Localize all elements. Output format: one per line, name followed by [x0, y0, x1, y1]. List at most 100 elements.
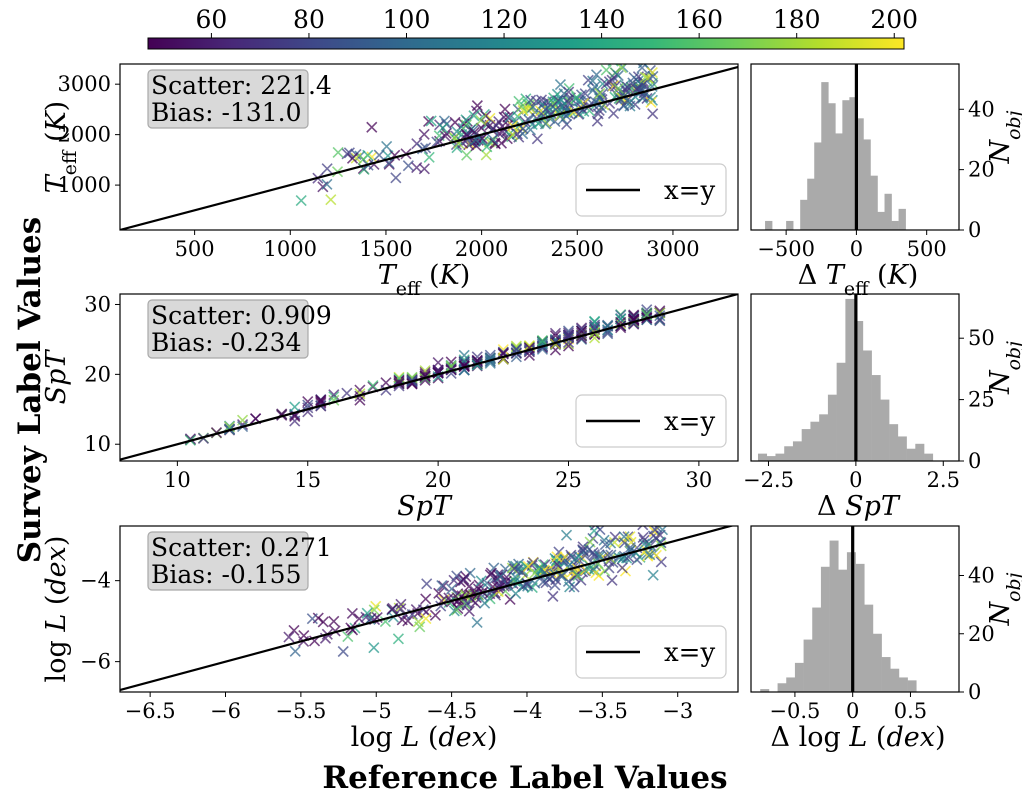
x-tick-label: 1000	[264, 237, 317, 261]
scatter-point-stroke	[641, 309, 653, 321]
histogram-bar	[775, 453, 785, 461]
scatter-point-stroke	[600, 78, 612, 90]
scatter-point	[420, 593, 432, 605]
scatter-point-stroke	[655, 540, 667, 552]
scatter-point-stroke	[370, 600, 382, 612]
hist-y-tick-label: 0	[968, 680, 981, 704]
histogram-bar	[870, 175, 878, 230]
hist-y-axis-label-spt: Nobj	[985, 341, 1022, 395]
scatter-point	[557, 113, 569, 126]
scatter-point	[440, 127, 452, 139]
hist-x-axis-label-logl-part: L	[848, 722, 867, 753]
x-axis-label-teff-part: eff	[396, 278, 422, 300]
scatter-point-stroke	[511, 128, 523, 140]
scatter-point-stroke	[587, 75, 599, 87]
scatter-point-stroke	[315, 396, 327, 408]
y-tick-label: 20	[84, 362, 111, 386]
scatter-point-stroke	[468, 110, 480, 122]
scatter-point	[558, 88, 570, 100]
scatter-point-stroke	[402, 160, 414, 172]
scatter-point-stroke	[557, 113, 569, 126]
scatter-point	[647, 108, 659, 120]
scatter-point-stroke	[289, 410, 301, 422]
x-tick-label: 2000	[455, 237, 508, 261]
scatter-point	[594, 87, 606, 100]
scatter-point	[612, 82, 624, 94]
hist-x-axis-label-spt-part: SpT	[845, 491, 901, 522]
scatter-point-stroke	[558, 88, 570, 100]
scatter-point	[437, 580, 450, 592]
scatter-point	[485, 567, 497, 579]
scatter-point-stroke	[618, 99, 630, 111]
legend-box	[575, 394, 727, 448]
scatter-point-stroke	[383, 157, 395, 169]
scatter-point	[651, 526, 663, 534]
scatter-point-stroke	[602, 549, 614, 561]
scatter-point	[346, 607, 358, 620]
y-tick-label: 3000	[58, 72, 111, 96]
scatter-point	[328, 615, 340, 627]
scatter-point-stroke	[306, 613, 318, 625]
legend-box	[575, 625, 727, 679]
hist-x-axis-label-logl-part: dex	[886, 722, 935, 753]
x-axis-label-logl-part: dex	[438, 722, 487, 753]
x-axis-label-logl-part: L	[400, 722, 419, 753]
scatter-point-stroke	[587, 84, 599, 96]
histogram-bar	[835, 133, 843, 230]
scatter-point-stroke	[595, 101, 607, 114]
scatter-point-stroke	[639, 71, 651, 83]
scatter-point-stroke	[443, 592, 455, 604]
scatter-point-stroke	[458, 349, 470, 361]
scatter-point-stroke	[421, 578, 433, 590]
scatter-point	[531, 133, 543, 145]
scatter-point-stroke	[387, 602, 399, 614]
x-axis-label-logl-part: log	[351, 722, 402, 753]
scatter-point-stroke	[395, 598, 407, 610]
scatter-point-stroke	[368, 642, 380, 654]
scatter-point-stroke	[627, 77, 639, 89]
scatter-point	[475, 114, 487, 126]
scatter-point	[373, 149, 385, 161]
y-tick-label: 1000	[58, 173, 111, 197]
scatter-point	[423, 115, 435, 128]
hist-x-tick-label: −2.5	[743, 468, 794, 492]
scatter-point-stroke	[463, 605, 475, 617]
scatter-point	[439, 130, 451, 142]
histogram-bar	[842, 100, 850, 230]
scatter-point-stroke	[471, 100, 483, 112]
scatter-point-stroke	[480, 149, 492, 161]
scatter-point-stroke	[597, 78, 609, 90]
hist-x-tick-label: −0.5	[769, 699, 820, 723]
scatter-point	[332, 146, 344, 158]
scatter-point-stroke	[550, 555, 562, 567]
scatter-point-stroke	[411, 138, 423, 150]
scatter-point	[367, 379, 379, 392]
scatter-point-stroke	[459, 598, 471, 610]
scatter-point	[571, 91, 583, 103]
histogram-bar	[891, 220, 899, 230]
scatter-point	[616, 562, 628, 574]
histogram-bar	[784, 446, 794, 461]
scatter-point-stroke	[646, 66, 658, 79]
scatter-point-stroke	[618, 531, 630, 543]
scatter-point-stroke	[321, 178, 333, 190]
hist-x-tick-label: 2.5	[927, 468, 960, 492]
scatter-point	[210, 426, 223, 439]
scatter-point-stroke	[538, 564, 550, 576]
scatter-point-stroke	[549, 330, 562, 342]
histogram-bar	[766, 456, 776, 461]
scatter-point-stroke	[624, 97, 636, 109]
scatter-point-stroke	[439, 130, 451, 142]
histogram-bar	[794, 662, 804, 692]
scatter-point	[425, 115, 437, 127]
scatter-point-stroke	[497, 343, 509, 356]
hist-x-axis-label-spt-text: Δ SpT	[817, 491, 901, 522]
scatter-point-stroke	[437, 580, 450, 592]
histogram-bar	[915, 443, 925, 461]
scatter-point-stroke	[600, 64, 612, 76]
histogram-bar	[854, 321, 864, 461]
scatter-point-stroke	[527, 101, 539, 113]
scatter-point-stroke	[402, 615, 414, 627]
scatter-point-stroke	[481, 141, 493, 153]
hist-x-axis-label-teff-part: Δ	[798, 260, 826, 291]
